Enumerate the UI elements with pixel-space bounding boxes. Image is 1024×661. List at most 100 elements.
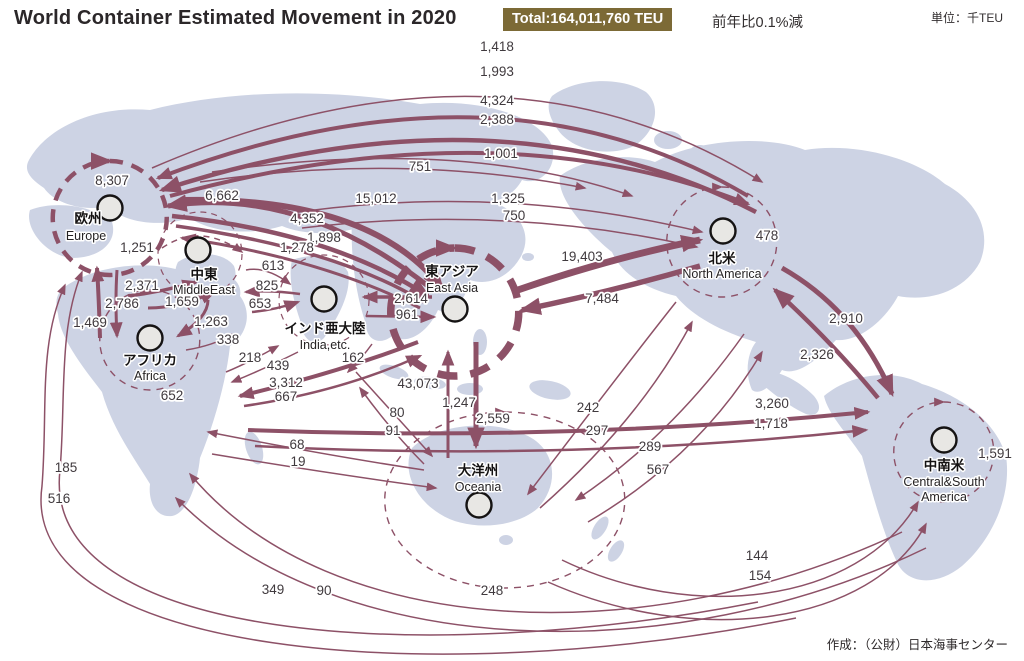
flow-arrow-f42 xyxy=(359,386,425,465)
flow-value-f05: 1,001 xyxy=(484,146,518,161)
flow-value-f33: 2,326 xyxy=(800,347,834,362)
flow-value-f32: 162 xyxy=(342,350,365,365)
landmass-british-isles xyxy=(54,150,85,179)
flow-arrow-f32 xyxy=(346,343,373,374)
region-name-en-middleeast: MiddleEast xyxy=(173,283,235,297)
flow-value-f26: 7,484 xyxy=(585,291,619,306)
flow-value-f17: 19,403 xyxy=(561,249,602,264)
flow-arrow-f18 xyxy=(666,182,778,298)
flow-arrow-f08 xyxy=(164,194,430,288)
region-name-en-northamerica: North America xyxy=(682,267,761,281)
region-name-ja-africa: アフリカ xyxy=(123,353,177,368)
flow-value-f24: 2,614 xyxy=(394,291,428,306)
region-name-ja-oceania: 大洋州 xyxy=(458,462,499,478)
flow-value-f14: 1,278 xyxy=(280,240,314,255)
region-node-oceania xyxy=(465,491,493,519)
flow-arrow-f11 xyxy=(301,218,699,250)
flow-arrow-f37 xyxy=(387,239,523,380)
flow-value-f10: 1,325 xyxy=(491,191,525,206)
flow-arrows xyxy=(40,95,995,655)
flow-arrow-f30 xyxy=(780,265,895,398)
flow-value-f42: 91 xyxy=(385,423,400,438)
flow-arrow-f01 xyxy=(151,95,764,183)
unit-note: 単位：千TEU xyxy=(931,11,1004,25)
region-name-en2-centralsouthamerica: America xyxy=(921,490,967,504)
flow-arrow-f38 xyxy=(99,285,201,391)
flow-arrow-f25 xyxy=(365,310,437,324)
flow-value-f36: 667 xyxy=(275,389,298,404)
flow-value-f11: 750 xyxy=(503,208,526,223)
flow-value-f18: 478 xyxy=(756,228,779,243)
flow-arrow-f19 xyxy=(127,279,199,298)
region-node-eastasia xyxy=(441,295,469,323)
landmass-indonesia-3 xyxy=(457,383,483,395)
flow-value-f08: 6,662 xyxy=(205,188,239,203)
landmass-japan-1 xyxy=(510,238,524,248)
region-name-ja-centralsouthamerica: 中南米 xyxy=(924,457,965,473)
flow-value-f56: 349 xyxy=(262,582,285,597)
landmass-north-america xyxy=(559,140,985,392)
region-node-middleeast xyxy=(184,236,212,264)
flow-value-f55: 154 xyxy=(749,568,772,583)
flow-arrow-f28 xyxy=(175,299,210,338)
flow-value-f01: 1,418 xyxy=(480,39,514,54)
flow-value-f48: 567 xyxy=(647,462,670,477)
flow-value-f21: 1,659 xyxy=(165,294,199,309)
flow-value-f09: 15,012 xyxy=(355,191,396,206)
region-name-ja-india: インド亜大陸 xyxy=(285,320,366,336)
region-name-en-oceania: Oceania xyxy=(455,480,502,494)
flow-arrow-f48 xyxy=(587,350,763,523)
source-credit: 作成：（公財）日本海事センター xyxy=(826,638,1008,652)
yoy-change-note: 前年比0.1%減 xyxy=(712,15,804,31)
flow-value-f06: 751 xyxy=(409,159,432,174)
flow-arrow-f39 xyxy=(247,406,871,436)
region-node-northamerica xyxy=(709,217,737,245)
flow-value-f31: 218 xyxy=(239,350,262,365)
flow-value-f22: 653 xyxy=(249,296,272,311)
flow-value-f53: 1,591 xyxy=(978,446,1012,461)
flow-value-f47: 289 xyxy=(639,439,662,454)
flow-value-f02: 1,993 xyxy=(480,64,514,79)
flow-value-f40: 1,718 xyxy=(754,416,788,431)
landmass-new-zealand-2 xyxy=(607,540,625,562)
landmass-south-america xyxy=(824,374,1008,581)
flow-value-f38: 652 xyxy=(161,388,184,403)
landmass-indonesia-2 xyxy=(414,376,446,390)
landmass-central-america xyxy=(758,371,820,415)
flow-value-f19: 2,371 xyxy=(125,278,159,293)
flow-value-f30: 2,910 xyxy=(829,311,863,326)
flow-value-f43: 1,247 xyxy=(442,395,476,410)
flow-value-f35: 3,312 xyxy=(269,375,303,390)
region-name-en-africa: Africa xyxy=(134,369,166,383)
flow-arrow-f46 xyxy=(539,320,693,509)
total-teu-badge: Total:164,011,760 TEU xyxy=(503,8,673,31)
landmass-japan-2 xyxy=(522,253,534,261)
flow-arrow-f41 xyxy=(355,371,434,458)
flow-arrow-f49 xyxy=(206,429,425,471)
flow-arrow-f50 xyxy=(211,453,438,492)
flow-value-f54: 144 xyxy=(746,548,769,563)
flow-value-f29: 338 xyxy=(217,332,240,347)
flow-arrow-f57 xyxy=(174,496,927,633)
flow-value-f37: 43,073 xyxy=(397,376,438,391)
flow-arrow-f34 xyxy=(230,351,299,383)
region-name-en-europe: Europe xyxy=(66,229,106,243)
flow-arrow-f06 xyxy=(199,167,587,191)
flow-arrow-f56 xyxy=(188,472,903,614)
region-name-ja-eastasia: 東アジア xyxy=(425,263,478,279)
flow-value-f12: 4,352 xyxy=(290,211,324,226)
flow-value-f13: 1,898 xyxy=(307,230,341,245)
flow-value-f39: 3,260 xyxy=(755,396,789,411)
flow-value-f16: 613 xyxy=(262,258,285,273)
landmass-west-europe xyxy=(29,205,114,258)
landmass-new-zealand-1 xyxy=(591,516,609,540)
flow-value-f41: 80 xyxy=(389,405,404,420)
flow-arrow-f47 xyxy=(574,333,745,501)
flow-value-f50: 19 xyxy=(290,454,305,469)
page-title: World Container Estimated Movement in 20… xyxy=(14,7,457,29)
flow-arrow-f31 xyxy=(225,345,280,373)
region-name-en-eastasia: East Asia xyxy=(426,281,478,295)
flow-arrow-f40 xyxy=(254,425,869,453)
flow-value-f23: 2,786 xyxy=(105,296,139,311)
